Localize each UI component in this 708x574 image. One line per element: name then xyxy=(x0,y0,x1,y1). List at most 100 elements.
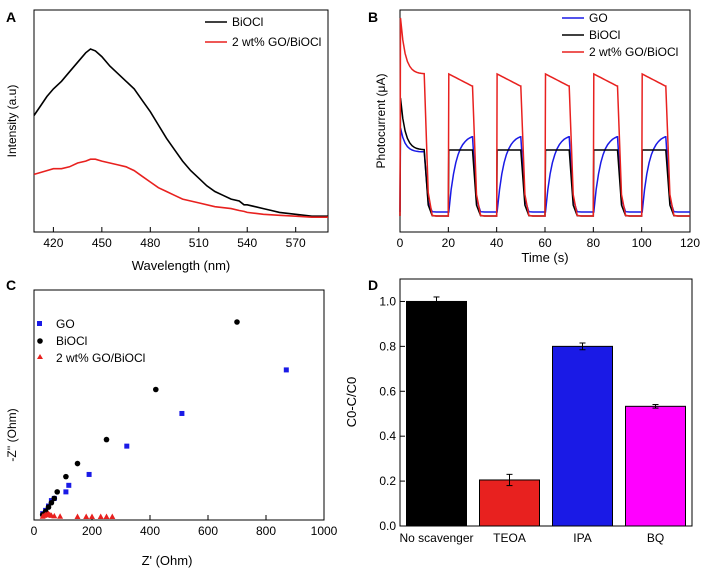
legend-c: GO BiOCl 2 wt% GO/BiOCl xyxy=(37,317,145,365)
category-label: IPA xyxy=(573,531,591,545)
data-point xyxy=(45,504,52,510)
series-line xyxy=(399,17,690,217)
legend-marker-bioci xyxy=(37,338,43,344)
bar xyxy=(625,405,686,527)
x-tick-label: 800 xyxy=(256,524,276,538)
x-ticks-a: 420 450 480 510 540 570 xyxy=(43,227,306,250)
data-point xyxy=(179,410,185,416)
x-tick-label: 600 xyxy=(198,524,218,538)
panel-d: D 0.0 0.2 0.4 0.6 0.8 1.0 No scavenger TEOA IPA… xyxy=(344,277,693,545)
x-tick-label: 450 xyxy=(92,236,112,250)
series-points-c xyxy=(39,319,289,519)
plot-frame-c xyxy=(33,289,325,521)
y-axis-label-c: -Z'' (Ohm) xyxy=(5,408,19,461)
panel-label-b: B xyxy=(368,9,378,25)
x-tick-label: 20 xyxy=(442,236,456,250)
legend-label: GO xyxy=(589,11,608,25)
data-point xyxy=(97,513,104,519)
y-tick-label: 0.0 xyxy=(379,519,396,533)
data-point xyxy=(66,482,72,488)
y-tick-label: 0.4 xyxy=(379,429,396,443)
x-axis-label-c: Z' (Ohm) xyxy=(142,553,193,568)
data-point xyxy=(109,513,116,519)
panel-c: C 0 200 400 600 800 1000 Z' (Ohm) -Z'' (Ohm) … xyxy=(5,277,338,568)
x-tick-label: 40 xyxy=(490,236,504,250)
x-tick-label: 510 xyxy=(189,236,209,250)
data-point xyxy=(86,471,92,477)
legend-label: BiOCl xyxy=(589,28,620,42)
data-point xyxy=(48,499,55,506)
data-point xyxy=(74,513,81,519)
x-tick-label: 0 xyxy=(31,524,38,538)
x-tick-label: 570 xyxy=(286,236,306,250)
bars-d: No scavenger TEOA IPA BQ xyxy=(399,296,686,545)
plot-frame-a xyxy=(33,9,329,233)
data-point xyxy=(63,473,69,480)
category-label: No scavenger xyxy=(399,531,473,545)
data-point xyxy=(103,513,110,519)
panel-label-c: C xyxy=(6,277,16,293)
panel-label-a: A xyxy=(6,9,16,25)
legend-label: 2 wt% GO/BiOCl xyxy=(232,35,321,49)
series-lines-b xyxy=(399,17,690,217)
legend-label: 2 wt% GO/BiOCl xyxy=(56,351,145,365)
legend-marker-go xyxy=(37,321,42,326)
legend-label: BiOCl xyxy=(232,15,263,29)
series-line xyxy=(33,158,328,218)
x-ticks-b: 0 20 40 60 80 100 120 xyxy=(397,227,700,250)
data-point xyxy=(54,489,60,495)
legend-label: BiOCl xyxy=(56,334,87,348)
series-line xyxy=(33,48,328,217)
x-axis-label-a: Wavelength (nm) xyxy=(132,258,231,273)
y-axis-label-b: Photocurrent (μA) xyxy=(374,74,388,169)
panel-b: B 0 20 40 60 80 100 120 Time (s) Photocurrent … xyxy=(368,9,700,265)
x-tick-label: 400 xyxy=(140,524,160,538)
y-tick-label: 0.2 xyxy=(379,474,396,488)
legend-label: 2 wt% GO/BiOCl xyxy=(589,45,678,59)
legend-label: GO xyxy=(56,317,75,331)
x-tick-label: 100 xyxy=(632,236,652,250)
data-point xyxy=(51,512,58,519)
x-ticks-c: 0 200 400 600 800 1000 xyxy=(31,515,338,538)
x-tick-label: 480 xyxy=(140,236,160,250)
y-tick-label: 1.0 xyxy=(379,294,396,308)
plot-frame-d xyxy=(399,278,693,527)
y-tick-label: 0.6 xyxy=(379,384,396,398)
data-point xyxy=(103,436,110,443)
x-tick-label: 200 xyxy=(82,524,102,538)
legend-marker-go-bioci xyxy=(37,354,43,359)
data-point xyxy=(89,513,95,519)
y-axis-label-a: Intensity (a.u) xyxy=(5,85,19,158)
y-tick-label: 0.8 xyxy=(379,339,396,353)
category-label: BQ xyxy=(647,531,664,545)
x-tick-label: 60 xyxy=(538,236,552,250)
y-axis-label-d: C0-C/C0 xyxy=(344,377,359,428)
bar xyxy=(479,479,540,527)
data-point xyxy=(83,513,90,519)
bar xyxy=(552,345,613,527)
x-tick-label: 1000 xyxy=(311,524,338,538)
data-point xyxy=(74,460,81,467)
series-lines-a xyxy=(33,48,328,218)
x-tick-label: 540 xyxy=(237,236,257,250)
data-point xyxy=(124,443,130,449)
legend-b: GO BiOCl 2 wt% GO/BiOCl xyxy=(562,11,678,59)
data-point xyxy=(234,319,240,325)
data-point xyxy=(51,495,58,502)
data-point xyxy=(63,489,69,495)
data-point xyxy=(153,386,159,393)
data-point xyxy=(283,367,289,373)
x-tick-label: 0 xyxy=(397,236,404,250)
bar xyxy=(406,300,467,527)
panel-label-d: D xyxy=(368,277,378,293)
data-point xyxy=(57,513,64,519)
panel-a: A 420 450 480 510 540 570 Wavelength (nm) Int… xyxy=(5,9,329,273)
category-label: TEOA xyxy=(493,531,526,545)
legend-a: BiOCl 2 wt% GO/BiOCl xyxy=(205,15,321,49)
x-tick-label: 80 xyxy=(587,236,601,250)
y-ticks-d: 0.0 0.2 0.4 0.6 0.8 1.0 xyxy=(379,294,405,533)
x-tick-label: 420 xyxy=(43,236,63,250)
x-axis-label-b: Time (s) xyxy=(521,250,568,265)
x-tick-label: 120 xyxy=(680,236,700,250)
